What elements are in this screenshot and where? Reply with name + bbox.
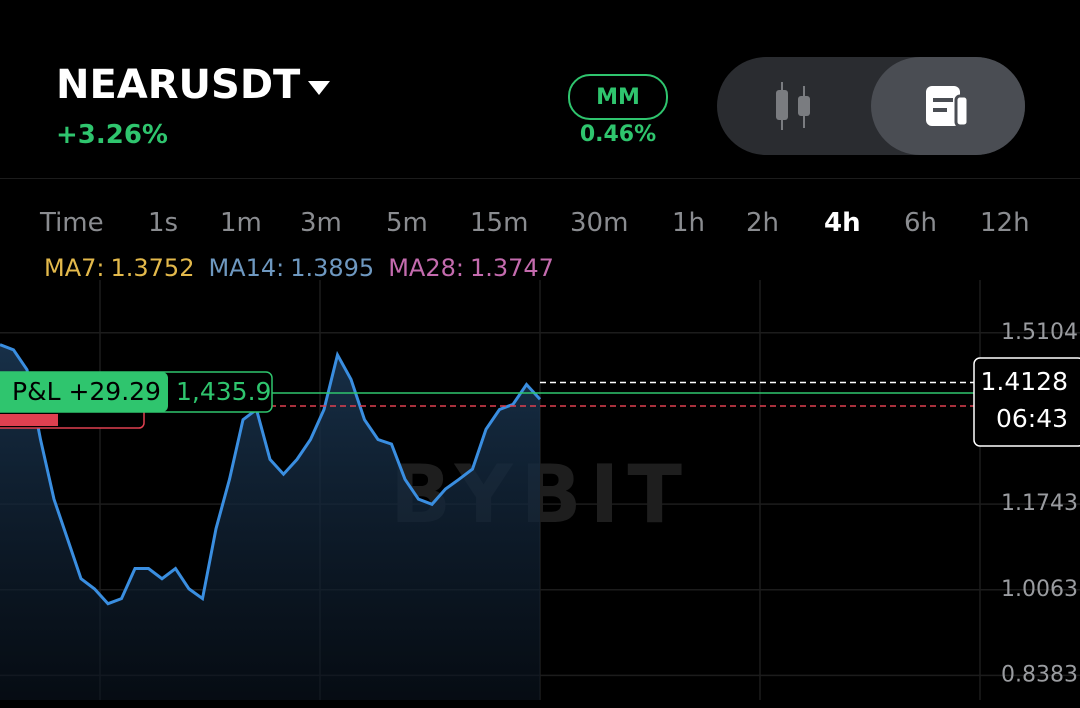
interval-tab[interactable]: 1m: [220, 208, 262, 238]
indicator-value: 1.3895: [290, 254, 375, 282]
interval-tab[interactable]: 4h: [824, 208, 861, 238]
indicators: MA7: 1.3752 MA14: 1.3895 MA28: 1.3747: [44, 254, 568, 282]
list-icon: [926, 86, 970, 128]
indicator-name: MA7:: [44, 254, 105, 282]
y-tick-label: 0.8383: [1001, 662, 1078, 687]
pnl-green: [0, 372, 168, 412]
divider: [0, 178, 1080, 179]
price-line: [0, 343, 542, 606]
interval-tab[interactable]: 6h: [904, 208, 938, 238]
change: +3.26%: [56, 120, 168, 150]
price-area: [0, 344, 540, 700]
indicator-name: MA14:: [208, 254, 285, 282]
symbol[interactable]: NEARUSDT: [56, 62, 301, 108]
interval-tab[interactable]: 5m: [386, 208, 428, 238]
interval-tabs: Time 1s 1m 3m 5m 15m 30m 1h 2h 4h 6h 12h: [40, 208, 1040, 244]
dropdown-icon[interactable]: [306, 78, 332, 98]
interval-tab[interactable]: 1h: [672, 208, 706, 238]
position-size: 1,435.9: [176, 377, 271, 406]
indicator-value: 1.3747: [469, 254, 554, 282]
y-tick-label: 1.0063: [1001, 577, 1078, 602]
y-tick-label: 1.5104: [1001, 320, 1078, 345]
pnl: P&L +29.29: [12, 377, 161, 406]
countdown: 06:43: [996, 404, 1068, 433]
indicator-name: MA28:: [388, 254, 464, 282]
interval-tab[interactable]: 1s: [148, 208, 179, 238]
interval-tab[interactable]: 30m: [570, 208, 629, 238]
interval-tab[interactable]: 2h: [746, 208, 780, 238]
last-price: 1.4128: [981, 367, 1068, 396]
mm-value: 0.46%: [579, 122, 657, 147]
pnl-red: [0, 414, 58, 426]
interval-tab[interactable]: 12h: [980, 208, 1030, 238]
mm-badge[interactable]: MM: [568, 74, 668, 120]
interval-tab[interactable]: Time: [40, 208, 104, 238]
interval-tab[interactable]: 15m: [470, 208, 529, 238]
y-tick-label: 1.1743: [1001, 491, 1078, 516]
interval-tab[interactable]: 3m: [300, 208, 342, 238]
price-box: [973, 357, 1080, 447]
candle-view[interactable]: [770, 80, 820, 132]
indicator-value: 1.3752: [110, 254, 195, 282]
